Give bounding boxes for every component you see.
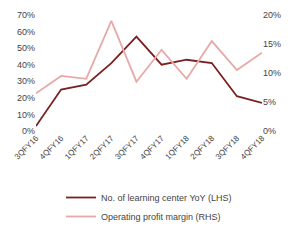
svg-text:3QFY16: 3QFY16 <box>13 133 41 161</box>
svg-text:20%: 20% <box>263 10 281 20</box>
svg-text:3QFY18: 3QFY18 <box>214 133 242 161</box>
svg-text:1QFY17: 1QFY17 <box>63 133 91 161</box>
svg-text:0%: 0% <box>22 126 35 136</box>
svg-text:5%: 5% <box>263 97 276 107</box>
svg-text:40%: 40% <box>17 60 35 70</box>
svg-text:0%: 0% <box>263 126 276 136</box>
svg-text:1QFY18: 1QFY18 <box>163 133 191 161</box>
svg-text:70%: 70% <box>17 10 35 20</box>
svg-text:4QFY17: 4QFY17 <box>138 133 166 161</box>
svg-text:10%: 10% <box>17 110 35 120</box>
svg-text:60%: 60% <box>17 27 35 37</box>
svg-text:2QFY18: 2QFY18 <box>189 133 217 161</box>
svg-text:4QFY16: 4QFY16 <box>38 133 66 161</box>
svg-text:10%: 10% <box>263 68 281 78</box>
svg-text:4QFY18: 4QFY18 <box>239 133 267 161</box>
svg-text:15%: 15% <box>263 39 281 49</box>
svg-text:No. of learning center YoY (LH: No. of learning center YoY (LHS) <box>101 193 231 203</box>
svg-text:30%: 30% <box>17 76 35 86</box>
svg-text:3QFY17: 3QFY17 <box>113 133 141 161</box>
svg-text:50%: 50% <box>17 43 35 53</box>
svg-text:Operating profit margin (RHS): Operating profit margin (RHS) <box>101 212 221 222</box>
svg-text:2QFY17: 2QFY17 <box>88 133 116 161</box>
svg-text:20%: 20% <box>17 93 35 103</box>
